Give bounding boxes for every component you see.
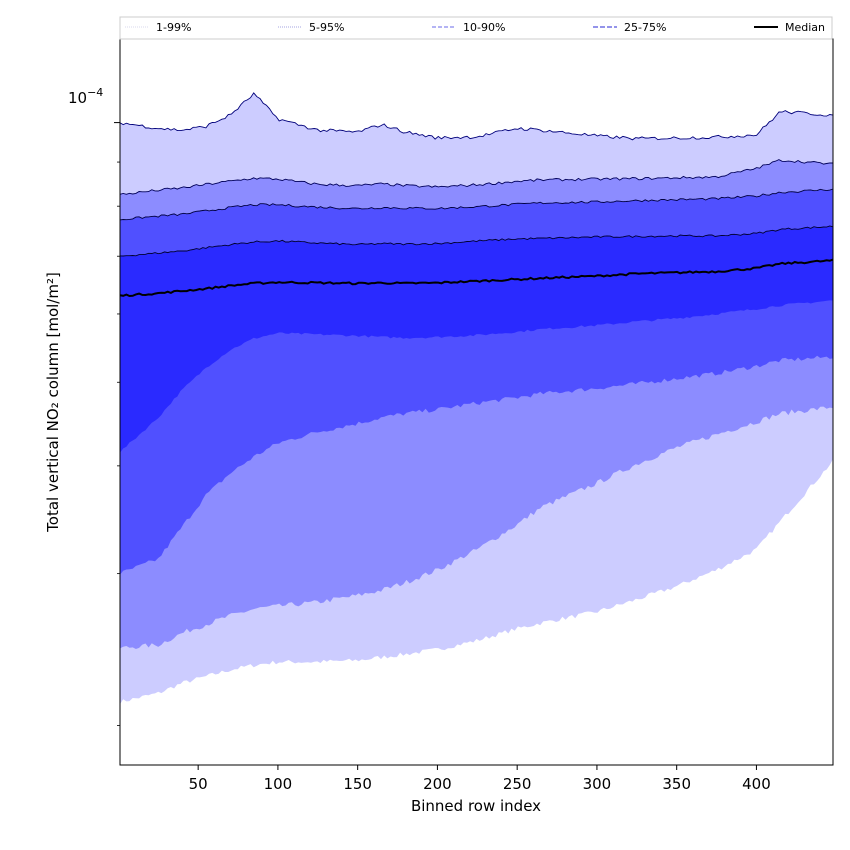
legend-label-25-75%: 25-75% <box>624 21 666 34</box>
x-tick-label: 100 <box>264 775 293 793</box>
line-99% <box>119 92 834 141</box>
line-90% <box>119 188 834 221</box>
legend-box <box>119 16 833 40</box>
x-tick-label: 150 <box>343 775 372 793</box>
x-tick-label: 300 <box>583 775 612 793</box>
y-axis-ticks <box>114 122 120 726</box>
percentile-lines <box>119 92 834 298</box>
y-tick-label-major: 10−4 <box>68 86 103 107</box>
legend-label-10-90%: 10-90% <box>463 21 505 34</box>
x-tick-label: 350 <box>662 775 691 793</box>
x-axis-ticks: 50 100 150 200 250 300 350 400 <box>189 765 771 793</box>
percentile-bands <box>120 92 833 705</box>
x-axis-label: Binned row index <box>411 797 541 815</box>
legend: 1-99% 5-95% 10-90% 25-75% Median <box>119 16 833 40</box>
x-tick-label: 50 <box>189 775 208 793</box>
x-tick-label: 250 <box>503 775 532 793</box>
y-axis-label: Total vertical NO₂ column [mol/m²] <box>44 272 62 533</box>
line-95% <box>119 159 834 195</box>
line-median <box>119 258 834 298</box>
x-tick-label: 400 <box>742 775 771 793</box>
legend-label-1-99%: 1-99% <box>156 21 191 34</box>
legend-label-5-95%: 5-95% <box>309 21 344 34</box>
legend-label-Median: Median <box>785 21 825 34</box>
x-tick-label: 200 <box>423 775 452 793</box>
line-75% <box>119 225 834 257</box>
